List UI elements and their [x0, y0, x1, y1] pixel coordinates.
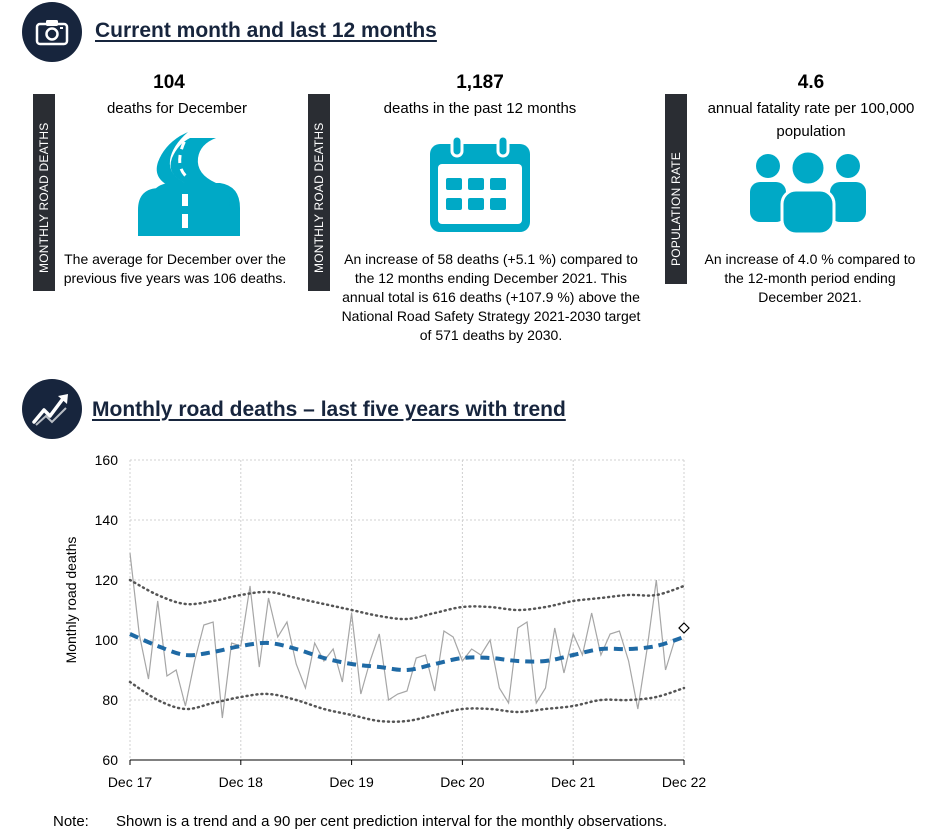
upper-interval-line [128, 578, 686, 621]
y-axis-label: Monthly road deaths [63, 537, 79, 664]
note-text: Shown is a trend and a 90 per cent predi… [116, 813, 668, 830]
side-label-bar-3: POPULATION RATE [665, 94, 687, 284]
panel-3-subtitle: annual fatality rate per 100,000 populat… [707, 100, 915, 140]
panel-3-description: An increase of 4.0 % compared to the 12-… [704, 251, 916, 305]
x-tick-label: Dec 17 [108, 774, 153, 790]
section-title-current: Current month and last 12 months [95, 19, 437, 42]
y-tick-label: 80 [102, 692, 118, 708]
x-tick-label: Dec 18 [219, 774, 264, 790]
x-tick-label: Dec 21 [551, 774, 596, 790]
camera-icon [35, 20, 69, 46]
panel-1-description: The average for December over the previo… [63, 251, 287, 286]
panel-2-subtitle: deaths in the past 12 months [383, 100, 577, 117]
side-label-1: MONTHLY ROAD DEATHS [37, 122, 51, 273]
panel-2-value: 1,187 [456, 72, 504, 93]
x-tick-label: Dec 19 [329, 774, 374, 790]
trend-section-icon [22, 379, 82, 439]
side-label-bar-1: MONTHLY ROAD DEATHS [33, 94, 55, 291]
side-label-bar-2: MONTHLY ROAD DEATHS [308, 94, 330, 291]
monthly-deaths-chart: 60 80 100 120 140 160 Dec 17 Dec 18 Dec 19 Dec 20… [63, 452, 707, 790]
y-tick-label: 60 [102, 752, 118, 768]
panel-3-value: 4.6 [797, 72, 825, 93]
trend-chart-icon [32, 394, 68, 426]
section-title-trend: Monthly road deaths – last five years wi… [92, 398, 566, 421]
y-tick-label: 120 [95, 572, 119, 588]
x-tick-label: Dec 22 [662, 774, 707, 790]
lower-interval-line [128, 680, 686, 723]
panel-1-value: 104 [153, 72, 185, 93]
calendar-icon [430, 134, 530, 232]
panel-2-description: An increase of 58 deaths (+5.1 %) compar… [341, 251, 641, 343]
y-tick-label: 160 [95, 452, 119, 468]
y-tick-label: 100 [95, 632, 119, 648]
panel-1-subtitle: deaths for December [106, 100, 248, 117]
camera-section-icon [22, 2, 82, 62]
road-icon [138, 129, 240, 236]
side-label-2: MONTHLY ROAD DEATHS [312, 122, 326, 273]
monthly-line [129, 552, 676, 719]
note-label: Note: [53, 813, 89, 830]
people-icon [750, 150, 866, 234]
x-tick-label: Dec 20 [440, 774, 485, 790]
trend-line [129, 632, 685, 673]
side-label-3: POPULATION RATE [669, 152, 683, 266]
current-month-marker [678, 622, 690, 634]
y-tick-label: 140 [95, 512, 119, 528]
